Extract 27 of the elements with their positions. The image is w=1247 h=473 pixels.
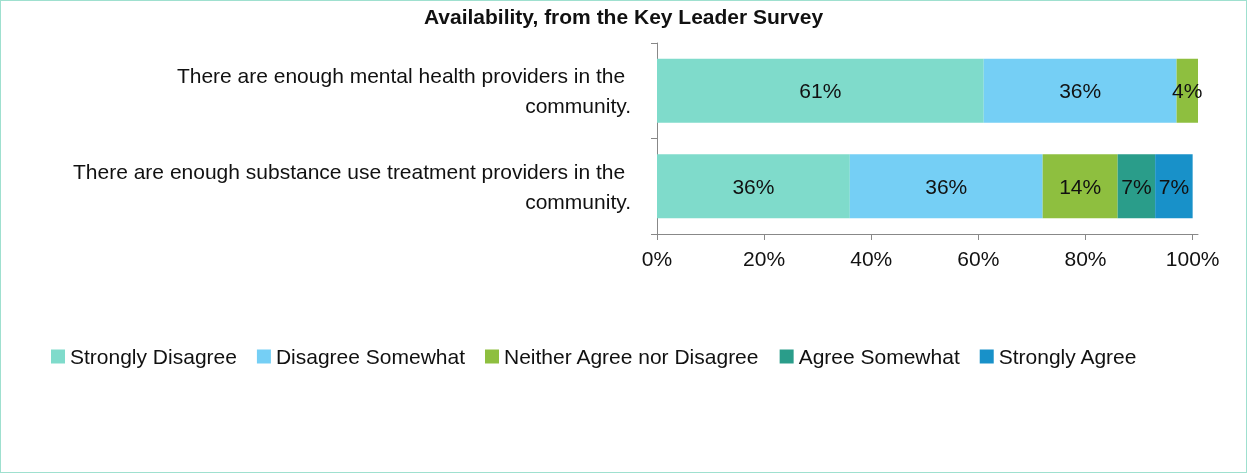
bar [1042, 154, 1118, 219]
legend-label: Disagree Somewhat [275, 345, 466, 368]
chart-title: Availability, from the Key Leader Survey [423, 5, 824, 28]
x-tick-label: 40% [850, 247, 893, 270]
y-tick-label: There are enough substance use treatment providers in the community. [73, 159, 631, 213]
bar [849, 154, 1043, 219]
x-tick-label: 20% [743, 247, 786, 270]
x-tick-label: 80% [1064, 247, 1107, 270]
bar [657, 154, 850, 219]
data-label: 36% [925, 174, 968, 198]
y-tick-label: There are enough mental health providers in the community. [176, 64, 631, 118]
bar [1117, 154, 1156, 219]
data-label: 7% [1158, 174, 1190, 198]
legend-label: Strongly Disagree [70, 345, 237, 368]
data-label: 36% [732, 174, 775, 198]
legend-label: Agree Somewhat [798, 345, 960, 368]
data-label: 14% [1059, 174, 1102, 198]
bar [657, 58, 984, 123]
x-tick-label: 100% [1165, 247, 1220, 270]
legend-label: Strongly Agree [998, 345, 1137, 368]
data-label: 36% [1059, 79, 1102, 103]
bar [1155, 154, 1193, 219]
data-label: 7% [1121, 174, 1152, 198]
data-label: 61% [799, 79, 842, 103]
x-tick-label: 60% [957, 247, 1000, 270]
legend-label: Neither Agree nor Disagree [504, 345, 759, 368]
x-tick-label: 0% [641, 247, 673, 270]
